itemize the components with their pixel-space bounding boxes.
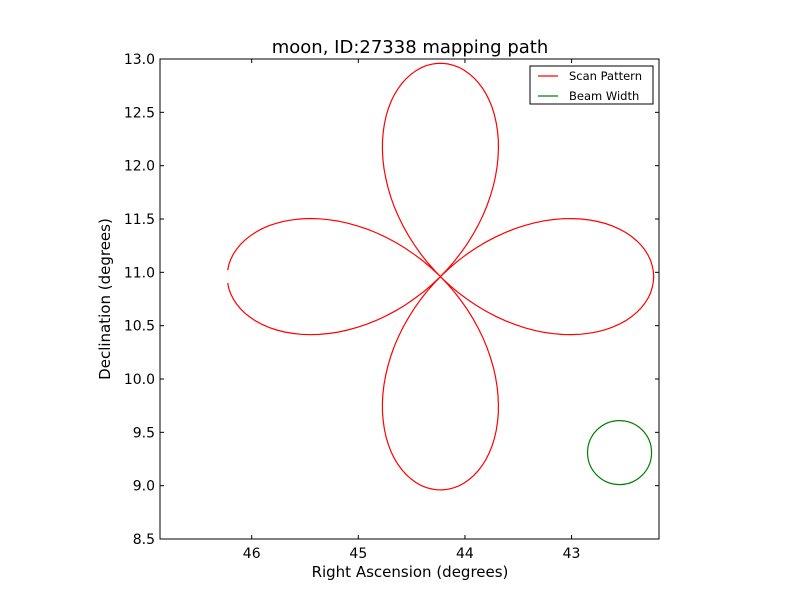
y-tick-label: 10.0 bbox=[124, 372, 155, 388]
plot-frame bbox=[159, 58, 660, 540]
y-tick-label: 11.0 bbox=[124, 265, 155, 281]
y-tick-label: 11.5 bbox=[124, 212, 155, 228]
y-tick-label: 8.5 bbox=[133, 532, 155, 548]
chart-title: moon, ID:27338 mapping path bbox=[272, 37, 549, 58]
y-tick-label: 13.0 bbox=[124, 52, 155, 68]
y-tick-label: 10.5 bbox=[124, 319, 155, 335]
y-tick-label: 9.5 bbox=[133, 425, 155, 441]
legend-label: Scan Pattern bbox=[569, 69, 642, 83]
x-tick-label: 46 bbox=[243, 546, 261, 562]
x-tick-label: 43 bbox=[563, 546, 581, 562]
plot-area: 46 45 44 43 8.5 9.0 9.5 10.0 10.5 11.0 11.5 12.0 12.… bbox=[124, 52, 660, 562]
x-axis-label: Right Ascension (degrees) bbox=[312, 563, 509, 581]
x-tick-label: 44 bbox=[456, 546, 474, 562]
x-tick-label: 45 bbox=[349, 546, 367, 562]
y-axis-label: Declination (degrees) bbox=[96, 218, 114, 380]
series-beam-width bbox=[586, 420, 653, 486]
y-tick-label: 9.0 bbox=[133, 479, 155, 495]
series-scan-pattern bbox=[227, 62, 655, 491]
legend-box bbox=[529, 65, 654, 105]
y-tick-label: 12.0 bbox=[124, 159, 155, 175]
legend-label: Beam Width bbox=[569, 89, 639, 103]
legend: Scan Pattern Beam Width bbox=[529, 65, 654, 105]
y-tick-label: 12.5 bbox=[124, 105, 155, 121]
